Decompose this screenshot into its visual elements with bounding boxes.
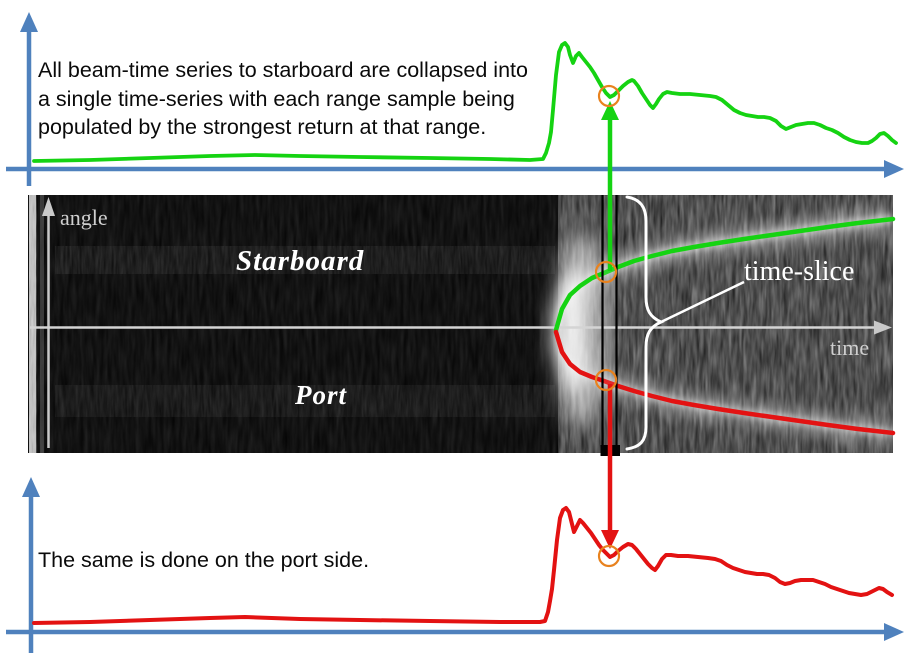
- port-wavefront-curve: [553, 329, 896, 436]
- port-caption: The same is done on the port side.: [38, 548, 370, 572]
- starboard-region-label: Starboard: [236, 245, 365, 277]
- time-axis-label: time: [830, 335, 870, 360]
- sample-marker-bottom-circle: [597, 544, 621, 568]
- port-x-axis-arrowhead-icon: [884, 623, 904, 641]
- starboard-caption: All beam-time series to starboard are co…: [38, 58, 528, 139]
- sonar-left-secondary-streak: [40, 195, 44, 453]
- red-down-arrowhead-icon: [601, 530, 619, 549]
- sample-marker-port-circle: [594, 368, 618, 392]
- time-axis-arrowhead-icon: [874, 320, 892, 335]
- starboard-wavefront-curve: [553, 216, 896, 333]
- port-plot: [6, 477, 904, 653]
- sonar-noise-band-lower: [55, 385, 555, 417]
- angle-axis-label: angle: [60, 205, 108, 230]
- port-series-curve: [32, 506, 894, 625]
- starboard-y-axis-arrowhead-icon: [20, 12, 38, 32]
- time-slice-pointer-line: [660, 280, 745, 324]
- sonar-image: [28, 195, 896, 456]
- starboard-plot: [6, 12, 904, 186]
- port-y-axis-arrowhead-icon: [22, 477, 40, 497]
- annotations: [594, 84, 621, 568]
- sonar-left-edge-streak-texture: [29, 195, 37, 453]
- sonar-noise-band-upper: [55, 246, 555, 274]
- sample-marker-top-circle: [597, 84, 621, 108]
- time-slice-label: time-slice: [744, 256, 855, 287]
- sample-marker-starboard-circle: [594, 260, 618, 284]
- green-up-arrowhead-icon: [601, 101, 619, 120]
- starboard-series-curve: [32, 41, 898, 163]
- starboard-x-axis-arrowhead-icon: [884, 160, 904, 178]
- angle-axis-arrowhead-icon: [42, 197, 55, 216]
- port-region-label: Port: [295, 380, 348, 410]
